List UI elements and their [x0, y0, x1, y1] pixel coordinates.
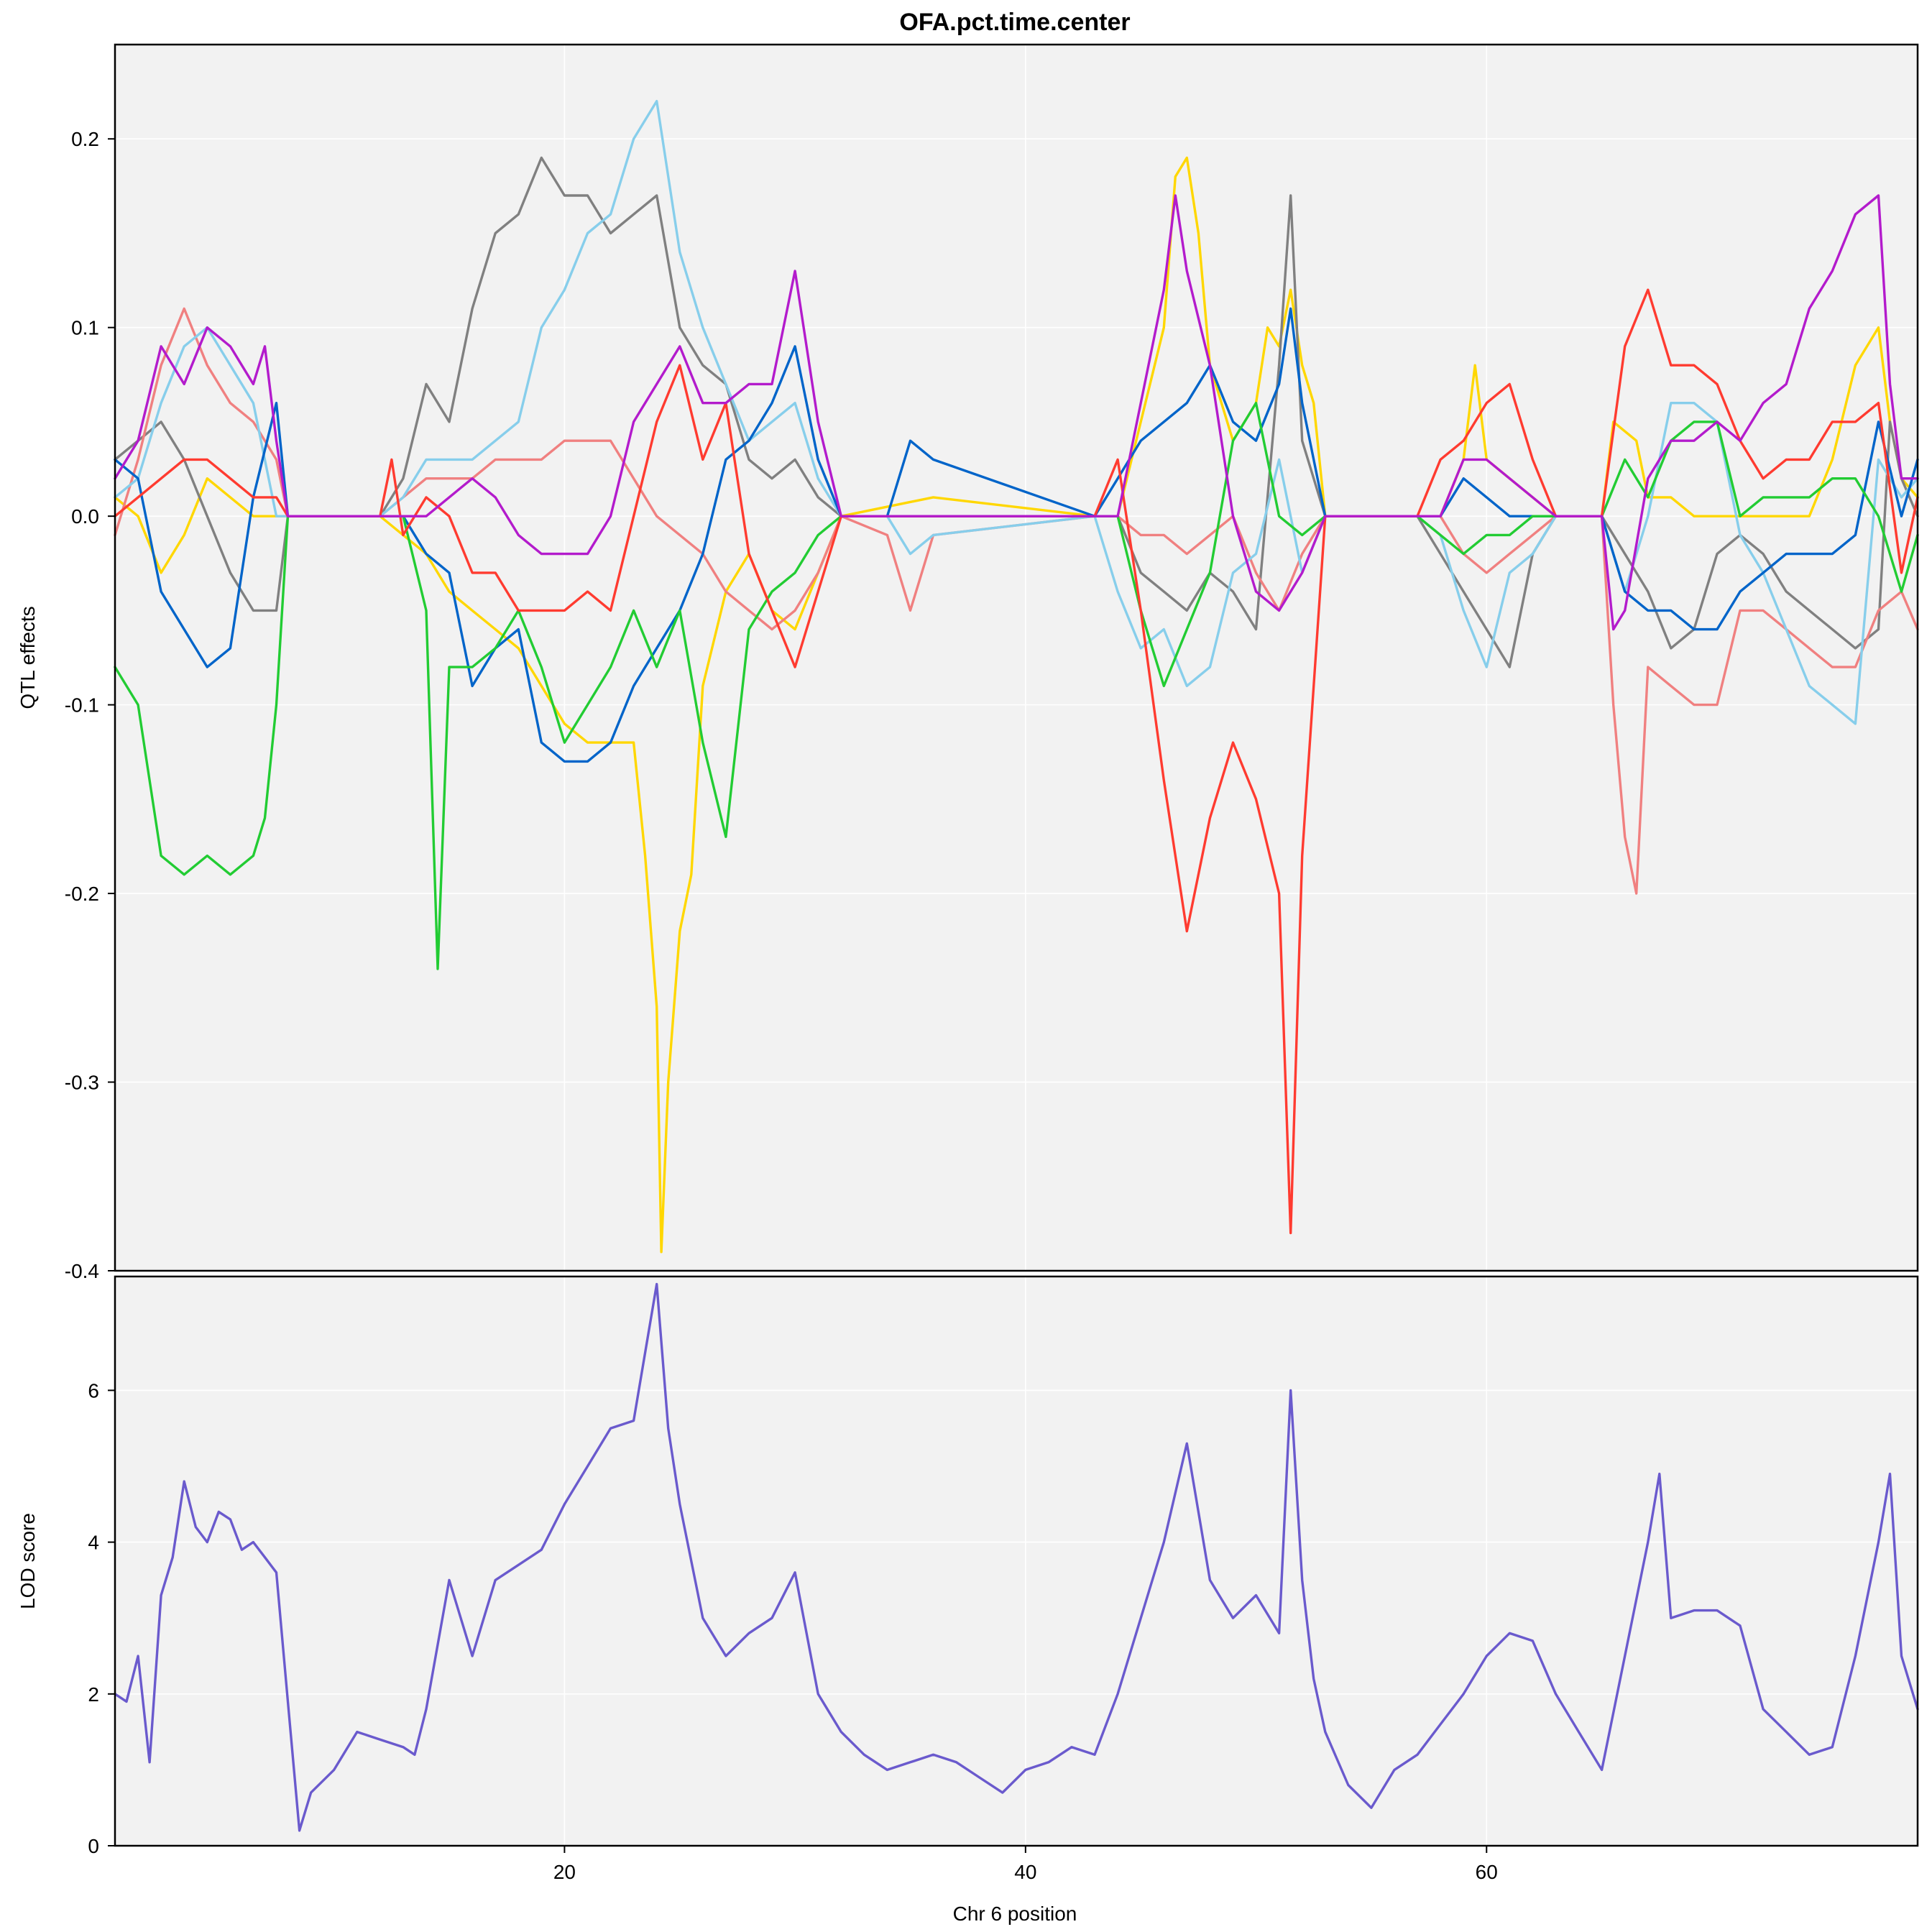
- effects-series-line-3: [114, 99, 1919, 725]
- lod-series-group: [114, 1282, 1919, 1832]
- lod-panel: 0 2 4 6 20 40 60 LOD score Chr 6 position: [17, 1275, 1919, 1925]
- effects-ytick-label: 0.2: [71, 128, 99, 150]
- effects-series-line-0: [114, 156, 1919, 1254]
- xtick-label: 20: [553, 1861, 576, 1883]
- effects-ytick-label: -0.3: [65, 1072, 99, 1094]
- xtick-label: 60: [1476, 1861, 1498, 1883]
- chart-title: OFA.pct.time.center: [899, 9, 1130, 36]
- xtick-label: 40: [1014, 1861, 1036, 1883]
- effects-ytick-label: -0.1: [65, 694, 99, 717]
- lod-ytick-label: 6: [88, 1379, 99, 1402]
- effects-y-axis: -0.4 -0.3 -0.2 -0.1 0.0 0.1 0.2: [65, 128, 115, 1282]
- lod-series-line-0: [114, 1282, 1919, 1832]
- effects-panel: -0.4 -0.3 -0.2 -0.1 0.0 0.1 0.2 QTL effects: [17, 43, 1919, 1282]
- lod-ytick-label: 2: [88, 1683, 99, 1706]
- effects-series-line-6: [114, 288, 1919, 1235]
- effects-panel-border: [114, 43, 1919, 1272]
- effects-series-group: [114, 99, 1919, 1254]
- effects-ytick-label: 0.0: [71, 505, 99, 528]
- lod-y-axis-label: LOD score: [17, 1513, 39, 1609]
- effects-ytick-label: -0.2: [65, 883, 99, 905]
- effects-panel-background: [115, 45, 1918, 1271]
- lod-y-axis: 0 2 4 6: [88, 1379, 115, 1857]
- effects-ytick-label: 0.1: [71, 317, 99, 339]
- x-axis-label: Chr 6 position: [953, 1903, 1077, 1925]
- lod-ytick-label: 4: [88, 1532, 99, 1554]
- lod-panel-border: [114, 1275, 1919, 1847]
- lod-panel-background: [115, 1276, 1918, 1846]
- effects-y-axis-label: QTL effects: [17, 606, 39, 709]
- effects-series-line-1: [114, 156, 1919, 668]
- effects-ytick-label: -0.4: [65, 1260, 99, 1282]
- effects-series-line-7: [114, 194, 1919, 631]
- lod-ytick-label: 0: [88, 1835, 99, 1857]
- lod-x-axis: 20 40 60: [553, 1846, 1498, 1883]
